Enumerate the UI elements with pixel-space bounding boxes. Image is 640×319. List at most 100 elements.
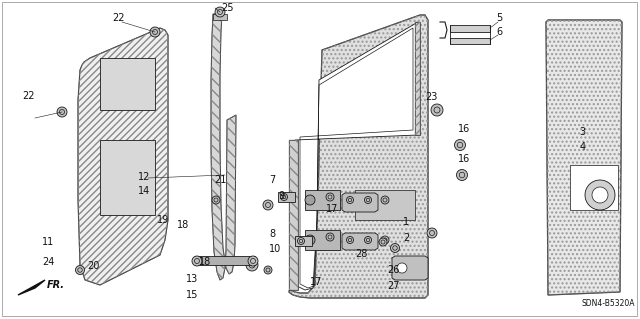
Circle shape (218, 10, 223, 14)
Polygon shape (355, 190, 415, 220)
Circle shape (460, 172, 465, 178)
Text: 22: 22 (112, 12, 125, 23)
Text: 6: 6 (496, 27, 502, 37)
Text: 7: 7 (269, 175, 275, 185)
Text: 26: 26 (387, 264, 400, 275)
Circle shape (214, 198, 218, 202)
Circle shape (346, 197, 353, 204)
Circle shape (195, 258, 200, 263)
Text: 17: 17 (310, 277, 323, 287)
Polygon shape (18, 280, 45, 295)
Circle shape (456, 169, 467, 181)
Text: 5: 5 (496, 12, 502, 23)
Circle shape (248, 256, 258, 266)
Polygon shape (295, 22, 418, 290)
Circle shape (326, 233, 334, 241)
Circle shape (57, 107, 67, 117)
Text: 14: 14 (138, 186, 150, 197)
Circle shape (381, 240, 385, 244)
Text: 3: 3 (579, 127, 586, 137)
Text: 27: 27 (387, 280, 400, 291)
Circle shape (429, 231, 435, 235)
Polygon shape (546, 20, 622, 295)
Text: 16: 16 (458, 124, 470, 134)
Polygon shape (305, 230, 340, 250)
Circle shape (266, 203, 271, 207)
Circle shape (305, 195, 315, 205)
Text: 18: 18 (177, 220, 189, 230)
Text: 4: 4 (579, 142, 586, 152)
Circle shape (383, 238, 387, 242)
Text: 2: 2 (403, 233, 410, 243)
Circle shape (365, 197, 371, 204)
Polygon shape (415, 22, 420, 135)
Circle shape (264, 266, 272, 274)
Text: 8: 8 (269, 229, 275, 240)
Circle shape (348, 238, 352, 242)
Circle shape (434, 107, 440, 113)
Polygon shape (289, 15, 428, 298)
Polygon shape (392, 256, 428, 280)
Circle shape (300, 239, 303, 243)
Circle shape (454, 139, 465, 151)
Circle shape (298, 238, 305, 244)
Circle shape (397, 263, 407, 273)
Polygon shape (195, 256, 255, 265)
Polygon shape (100, 58, 155, 110)
Text: 1: 1 (403, 217, 410, 227)
Circle shape (215, 7, 225, 17)
Text: 10: 10 (269, 244, 282, 254)
Circle shape (381, 196, 389, 204)
Polygon shape (278, 192, 295, 202)
Circle shape (152, 29, 157, 34)
Polygon shape (305, 190, 340, 210)
Circle shape (381, 236, 389, 244)
Circle shape (390, 243, 399, 253)
Text: 24: 24 (42, 256, 54, 267)
Text: 13: 13 (186, 274, 198, 284)
Polygon shape (295, 236, 312, 246)
Text: SDN4-B5320A: SDN4-B5320A (582, 299, 635, 308)
Circle shape (328, 195, 332, 199)
Circle shape (212, 196, 220, 204)
Text: 12: 12 (138, 172, 150, 182)
Polygon shape (289, 140, 298, 290)
Text: 28: 28 (356, 249, 368, 259)
Text: 9: 9 (278, 191, 285, 201)
Circle shape (280, 194, 287, 201)
Circle shape (457, 142, 463, 148)
Circle shape (383, 198, 387, 202)
Circle shape (592, 187, 608, 203)
Polygon shape (450, 38, 490, 44)
Polygon shape (78, 28, 168, 285)
Text: 16: 16 (458, 154, 470, 165)
Polygon shape (570, 165, 618, 210)
Text: 21: 21 (214, 175, 227, 185)
Circle shape (348, 198, 352, 202)
Circle shape (150, 27, 160, 37)
Text: 23: 23 (426, 92, 438, 102)
Text: 22: 22 (22, 91, 35, 101)
Text: 17: 17 (326, 204, 339, 214)
Circle shape (366, 198, 370, 202)
Circle shape (77, 268, 83, 272)
Circle shape (249, 262, 255, 268)
Circle shape (585, 180, 615, 210)
Text: FR.: FR. (47, 280, 65, 290)
Polygon shape (450, 25, 490, 32)
Circle shape (328, 235, 332, 239)
Circle shape (431, 104, 443, 116)
Circle shape (60, 109, 65, 115)
Polygon shape (342, 193, 378, 212)
Circle shape (326, 193, 334, 201)
Text: 18: 18 (199, 256, 211, 267)
Text: 15: 15 (186, 290, 198, 300)
Polygon shape (100, 140, 155, 215)
Circle shape (266, 268, 270, 272)
Circle shape (393, 246, 397, 250)
Text: 20: 20 (87, 261, 99, 271)
Circle shape (192, 256, 202, 266)
Circle shape (76, 265, 84, 275)
Circle shape (263, 200, 273, 210)
Text: 19: 19 (157, 215, 170, 225)
